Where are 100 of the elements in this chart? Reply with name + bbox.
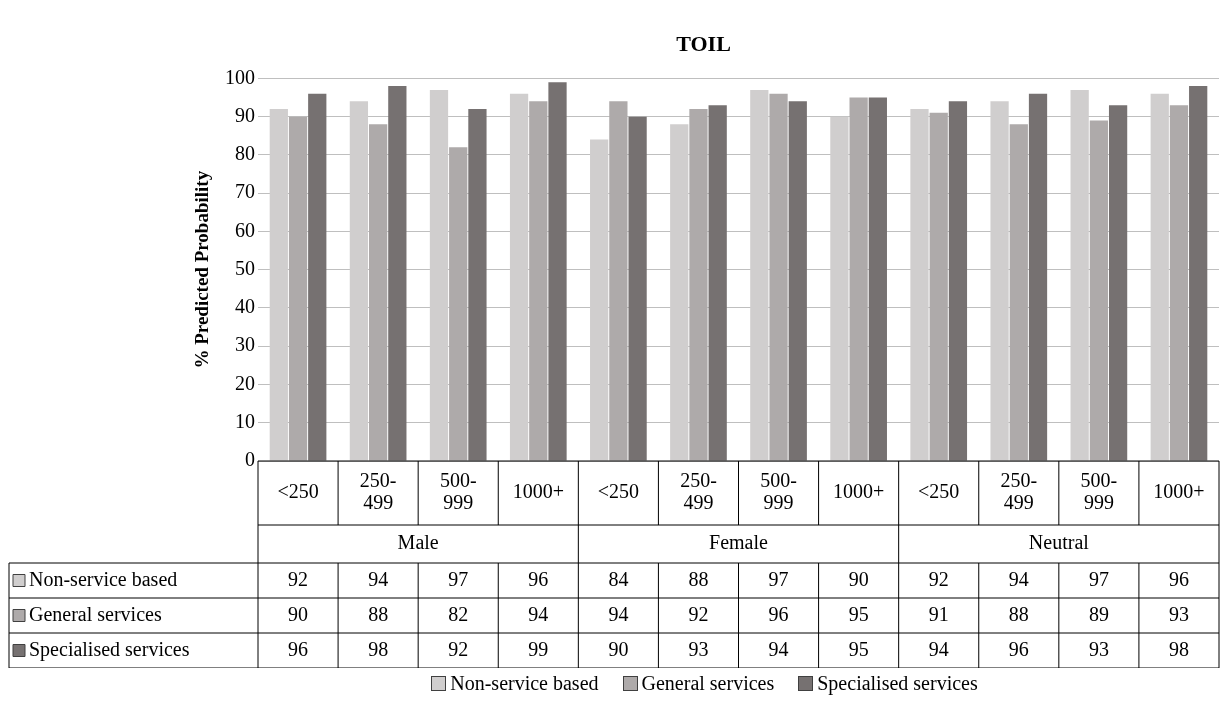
bar xyxy=(948,101,968,461)
bar xyxy=(468,109,487,461)
data-label: 94 xyxy=(928,637,949,660)
x-tick-label: 250-499 xyxy=(680,469,717,514)
data-label: 91 xyxy=(928,602,949,625)
bar xyxy=(929,112,948,461)
data-label: 98 xyxy=(368,637,389,660)
bar xyxy=(830,116,849,461)
bar xyxy=(449,147,468,461)
data-label: 96 xyxy=(528,567,549,590)
bar xyxy=(628,116,647,461)
x-tick-label: 250-499 xyxy=(1000,469,1038,514)
bar xyxy=(708,105,727,461)
data-label: 94 xyxy=(608,602,629,625)
y-tick-label: 80 xyxy=(235,142,255,165)
x-tick-label: 500-999 xyxy=(439,469,477,514)
y-tick-label: 0 xyxy=(245,448,255,471)
bar xyxy=(990,101,1009,461)
x-tick-label: 1000+ xyxy=(1153,480,1205,503)
data-label: 93 xyxy=(1168,602,1189,625)
data-label: 94 xyxy=(368,567,389,590)
data-label: 90 xyxy=(288,602,309,625)
x-tick-label: 500-999 xyxy=(760,469,797,514)
bar xyxy=(1169,105,1189,461)
bar xyxy=(369,124,388,461)
bar xyxy=(1108,105,1128,461)
bar xyxy=(308,93,327,461)
bar xyxy=(1189,86,1208,461)
y-tick-label: 30 xyxy=(235,333,255,356)
data-label: 89 xyxy=(1088,602,1109,625)
legend-label: Specialised services xyxy=(817,672,978,695)
x-tick-label: <250 xyxy=(918,480,960,503)
y-tick-label: 100 xyxy=(225,65,255,88)
text: Female xyxy=(709,531,769,554)
data-label: 98 xyxy=(1168,637,1189,660)
text: Male xyxy=(397,531,439,554)
bar xyxy=(849,97,868,461)
x-tick-label: 1000+ xyxy=(512,480,564,503)
data-label: 96 xyxy=(288,637,309,660)
bar xyxy=(349,101,369,461)
bar xyxy=(609,101,628,461)
data-label: 90 xyxy=(608,637,629,660)
legend-label: General services xyxy=(29,602,162,625)
bar xyxy=(788,101,807,461)
data-label: 92 xyxy=(928,567,949,590)
data-label: 94 xyxy=(768,637,789,660)
data-label: 97 xyxy=(1088,567,1109,590)
data-label: 97 xyxy=(768,567,789,590)
data-label: 93 xyxy=(688,637,709,660)
bar xyxy=(910,109,929,461)
data-label: 88 xyxy=(1008,602,1029,625)
y-axis-title: % Predicted Probability xyxy=(191,170,213,369)
data-label: 88 xyxy=(688,567,709,590)
bar xyxy=(429,89,449,461)
data-label: 97 xyxy=(448,567,469,590)
bar xyxy=(590,139,609,461)
data-label: 99 xyxy=(528,637,549,660)
data-label: 90 xyxy=(848,567,869,590)
x-tick-label: 250-499 xyxy=(359,469,397,514)
legend-label: Non-service based xyxy=(29,567,178,590)
bar xyxy=(1089,120,1109,461)
data-label: 96 xyxy=(1168,567,1189,590)
x-tick-label: 1000+ xyxy=(832,480,885,503)
y-tick-label: 70 xyxy=(235,180,255,203)
y-tick-label: 20 xyxy=(235,371,255,394)
bar xyxy=(269,109,288,461)
bar xyxy=(529,101,548,461)
bar xyxy=(689,109,708,461)
data-label: 96 xyxy=(1008,637,1029,660)
bar xyxy=(670,124,689,461)
x-tick-label: <250 xyxy=(597,480,640,503)
data-label: 95 xyxy=(848,602,869,625)
x-tick-label: <250 xyxy=(277,480,319,503)
bar xyxy=(548,82,567,461)
bar xyxy=(288,116,308,461)
y-tick-label: 90 xyxy=(235,103,255,126)
y-tick-label: 60 xyxy=(235,218,255,241)
bar xyxy=(1028,93,1048,461)
bar xyxy=(868,97,887,461)
data-label: 95 xyxy=(848,637,869,660)
bar xyxy=(769,93,788,461)
data-label: 84 xyxy=(608,567,629,590)
bar xyxy=(750,89,769,461)
data-label: 93 xyxy=(1088,637,1109,660)
y-tick-label: 10 xyxy=(235,409,255,432)
x-tick-label: 500-999 xyxy=(1080,469,1118,514)
text: Specialised services xyxy=(29,637,190,660)
bar xyxy=(509,93,529,461)
bar xyxy=(1009,124,1028,461)
text: Neutral xyxy=(1028,531,1090,554)
bar xyxy=(388,86,407,461)
data-label: 96 xyxy=(768,602,789,625)
data-label: 92 xyxy=(448,637,469,660)
data-label: 88 xyxy=(368,602,389,625)
text: General services xyxy=(641,672,775,694)
text: Non-service based xyxy=(450,672,599,694)
y-tick-label: 50 xyxy=(235,256,255,279)
data-label: 92 xyxy=(288,567,309,590)
y-tick-label: 40 xyxy=(235,295,255,318)
data-label: 82 xyxy=(448,602,469,625)
